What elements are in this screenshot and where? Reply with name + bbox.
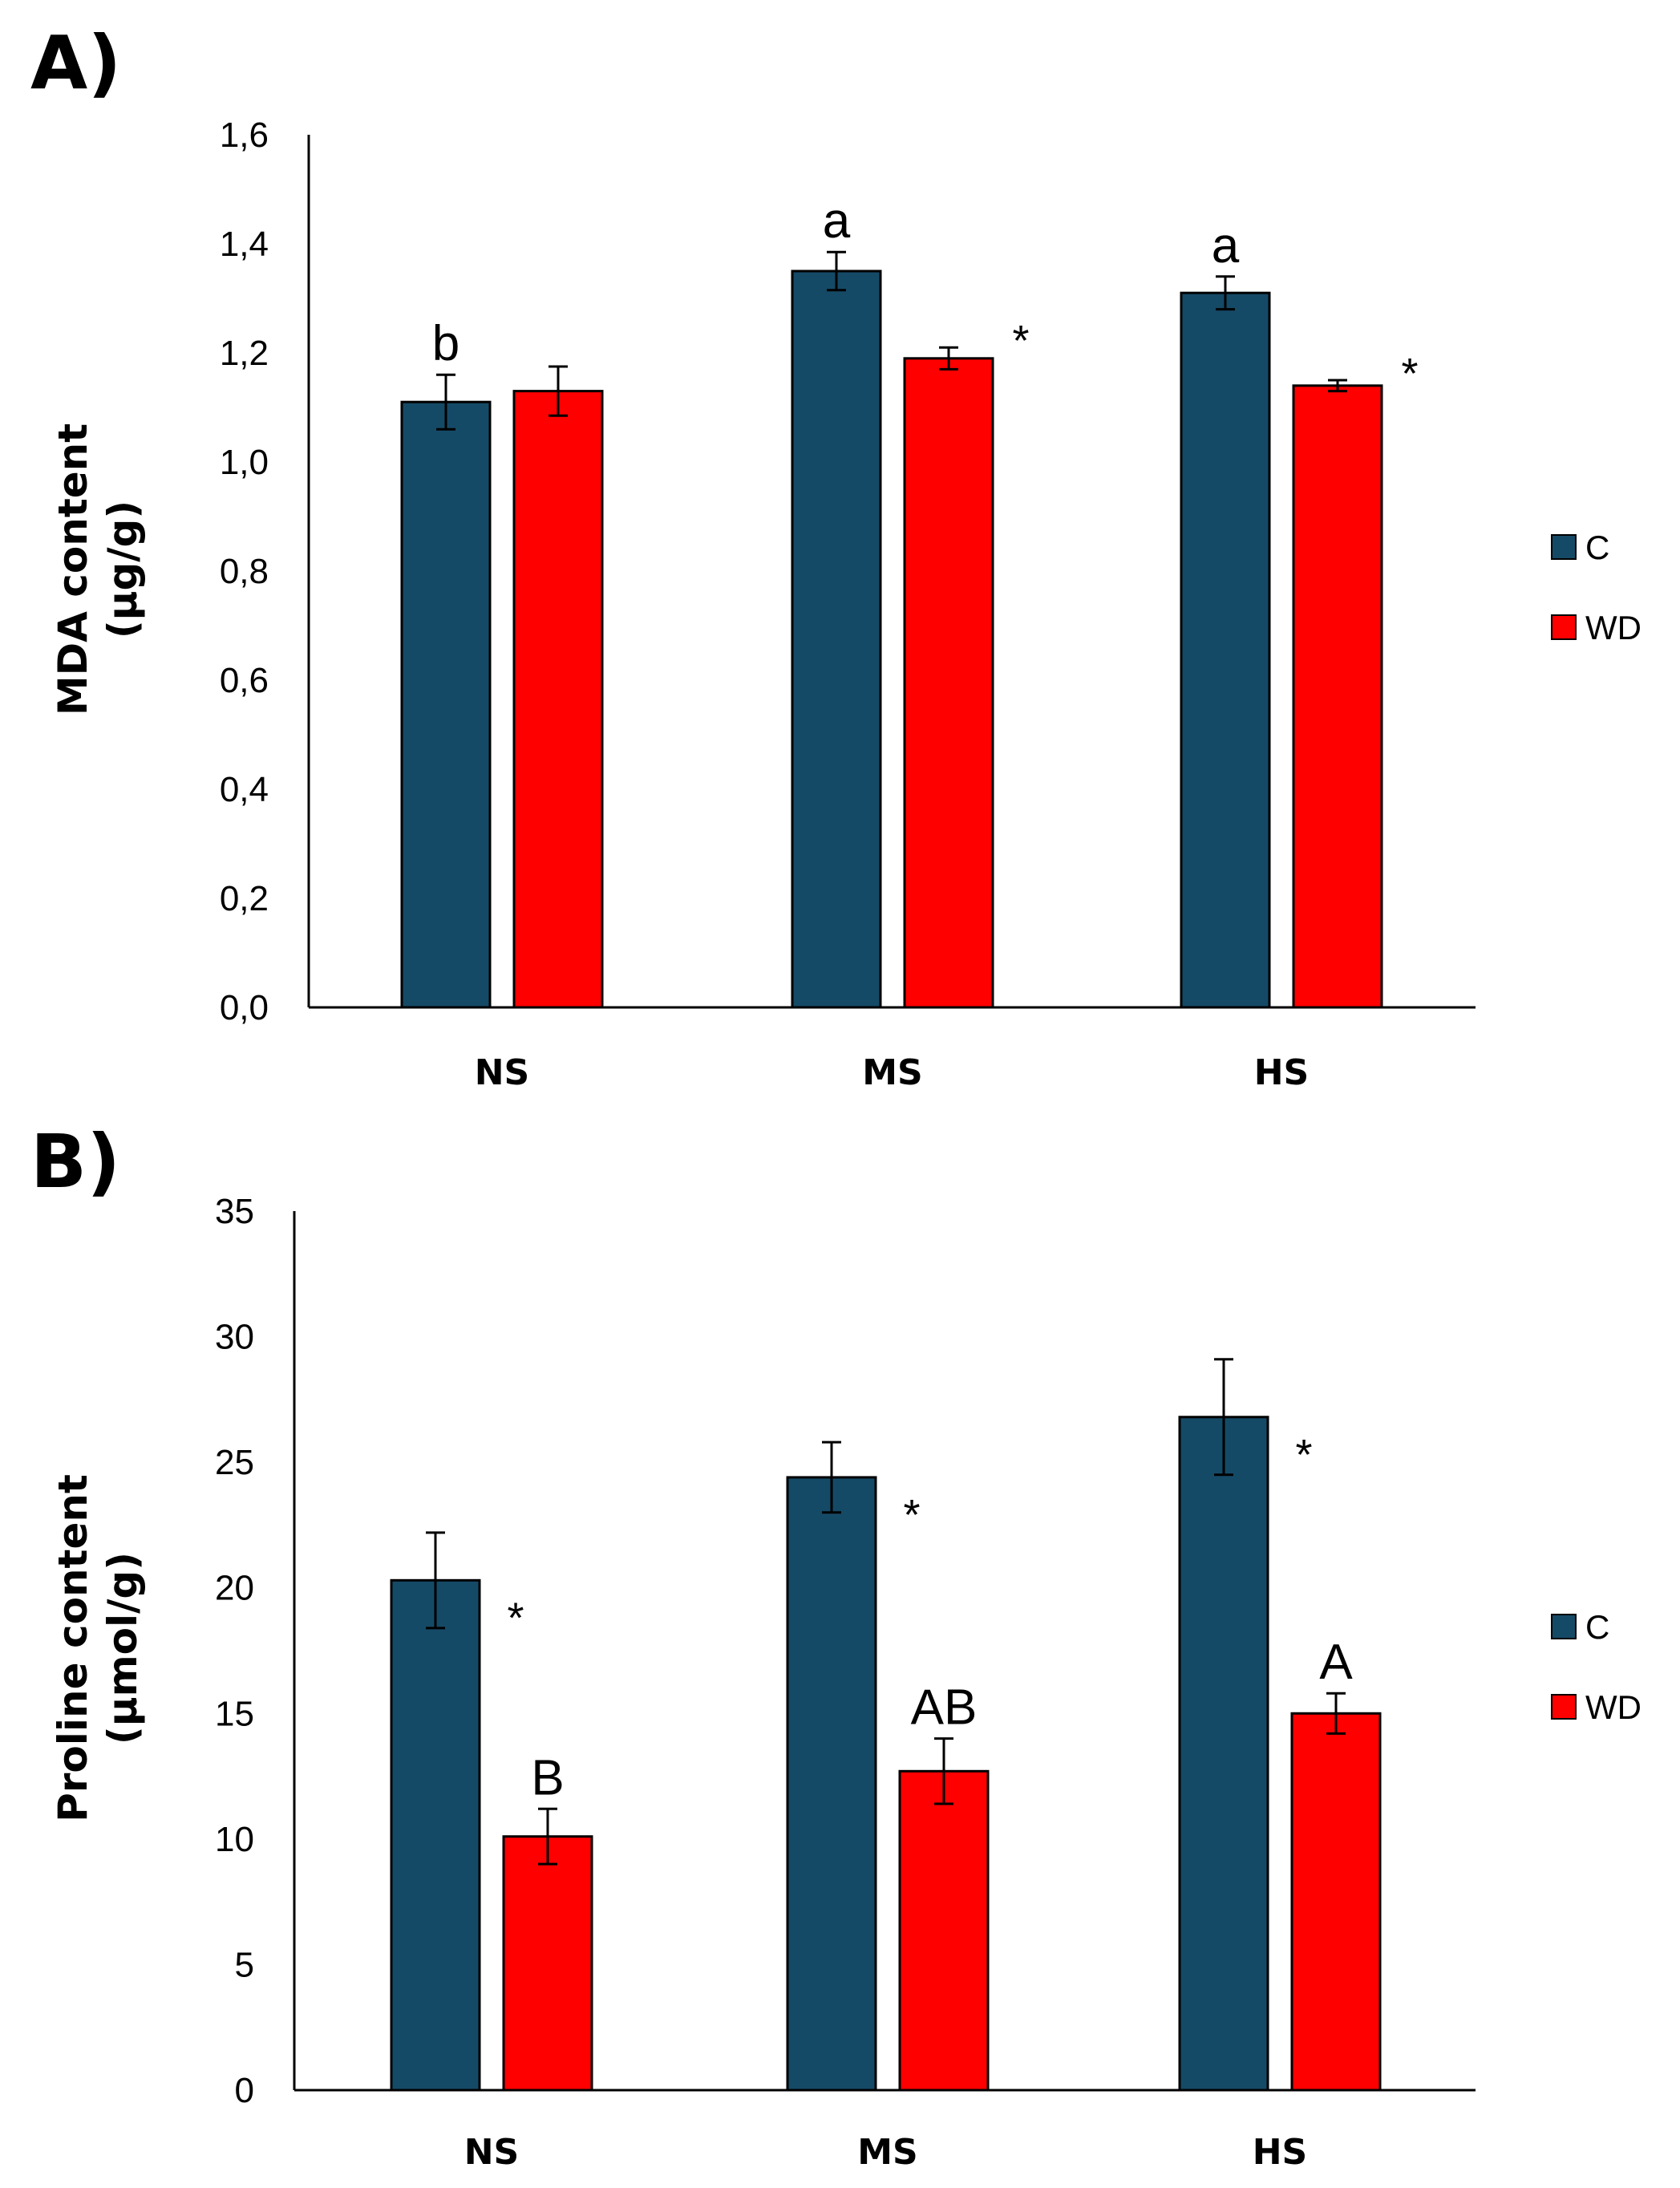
y-axis-title: Proline content(µmol/g) [50,1474,146,1822]
panel-b: B) 0 5 10 15 20 25 30 35 Proline content(µmol/g) N… [30,1119,1642,2173]
significance-letter: B [531,1750,564,1805]
y-tick-label: 35 [215,1192,254,1231]
significance-star: * [1012,317,1029,365]
legend-swatch-wd [1551,1694,1577,1720]
y-axis-title-line1: MDA content [50,423,96,715]
y-axis-title-line1: Proline content [50,1474,96,1822]
legend-swatch-wd [1551,614,1577,640]
y-tick-label: 0 [235,2071,254,2110]
legend-label-c: C [1585,529,1609,566]
bar-wd-hs [1292,384,1383,1009]
bar-c-hs [1178,1416,1269,2092]
y-tick-label: 5 [235,1945,254,1984]
y-axis-title-line2: (µmol/g) [99,1552,146,1744]
legend-label-c: C [1585,1608,1609,1646]
bar-c-ns [390,1578,481,2092]
y-tick-label: 20 [215,1569,254,1608]
bar-c-hs [1180,291,1271,1009]
x-category-label: MS [857,2132,917,2173]
y-tick-label: 0,8 [220,552,269,591]
bar-wd-ns [502,1835,593,2092]
y-tick-label: 15 [215,1694,254,1733]
significance-star: * [507,1594,524,1642]
significance-star: * [903,1491,920,1539]
significance-letter: a [823,193,851,249]
significance-star: * [1295,1431,1312,1479]
significance-star: * [1401,350,1418,398]
y-axis-title: MDA content(µg/g) [50,423,146,715]
y-tick-label: 1,0 [220,443,269,482]
legend-label-wd: WD [1585,1688,1642,1726]
legend-swatch-c [1551,1614,1577,1639]
y-tick-label: 1,6 [220,115,269,155]
panel-label: A) [30,20,121,106]
y-tick-label: 0,0 [220,988,269,1027]
x-category-label: MS [862,1052,922,1093]
y-tick-label: 25 [215,1443,254,1482]
significance-letter: AB [911,1680,978,1736]
y-axis-title-line2: (µg/g) [99,500,146,638]
y-tick-label: 30 [215,1318,254,1357]
bar-c-ms [791,269,882,1009]
x-category-label: NS [464,2132,520,2173]
bar-wd-ms [898,1769,990,2092]
y-tick-label: 0,2 [220,879,269,918]
y-tick-label: 0,4 [220,770,269,809]
significance-letter: a [1212,218,1240,274]
panel-label: B) [30,1119,120,1205]
y-tick-label: 1,2 [220,334,269,373]
bar-wd-ms [903,357,994,1009]
bar-c-ns [400,400,492,1009]
bar-wd-hs [1290,1712,1382,2092]
legend-label-wd: WD [1585,609,1642,646]
y-tick-label: 1,4 [220,225,269,264]
significance-letter: A [1319,1635,1353,1690]
x-category-label: NS [475,1052,530,1093]
x-category-label: HS [1253,2132,1308,2173]
legend-swatch-c [1551,534,1577,560]
bar-wd-ns [512,390,604,1009]
x-category-label: HS [1254,1052,1310,1093]
y-tick-label: 10 [215,1820,254,1859]
significance-letter: b [432,316,459,371]
y-tick-label: 0,6 [220,661,269,700]
panel-a: A) 0,0 0,2 0,4 0,6 0,8 1,0 1,2 1,4 1,6 MDA content… [30,20,1642,1093]
bar-c-ms [786,1476,877,2092]
